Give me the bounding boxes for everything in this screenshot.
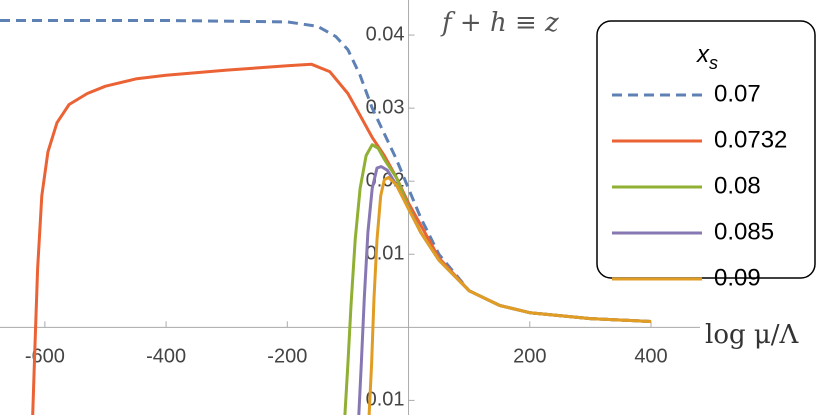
legend-label: 0.08	[714, 172, 761, 199]
legend-title: xs	[696, 41, 718, 72]
y-tick-label: 0.01	[366, 243, 405, 265]
legend-label: 0.07	[714, 80, 761, 107]
line-series	[0, 19, 652, 323]
legend: 0.07 0.0732 0.08 0.085 0.09	[612, 80, 787, 291]
annotation: f + h ≡ z	[440, 8, 559, 38]
x-tick-label: 400	[634, 346, 667, 368]
x-tick-label: -600	[25, 346, 65, 368]
y-tick-label: 0.01	[366, 389, 405, 411]
x-tick-label: -400	[146, 346, 186, 368]
line-series	[31, 62, 652, 415]
line-series	[367, 176, 652, 415]
x-axis-label: log μ/Λ	[705, 320, 800, 350]
legend-title-sub: s	[709, 53, 718, 73]
legend-box	[596, 20, 816, 279]
x-tick-label: -200	[267, 346, 307, 368]
y-tick-label: 0.04	[366, 23, 405, 45]
legend-title-main: x	[696, 41, 710, 68]
legend-label: 0.09	[714, 264, 761, 291]
x-tick-label: 200	[513, 346, 546, 368]
legend-label: 0.085	[714, 218, 774, 245]
legend-label: 0.0732	[714, 126, 787, 153]
